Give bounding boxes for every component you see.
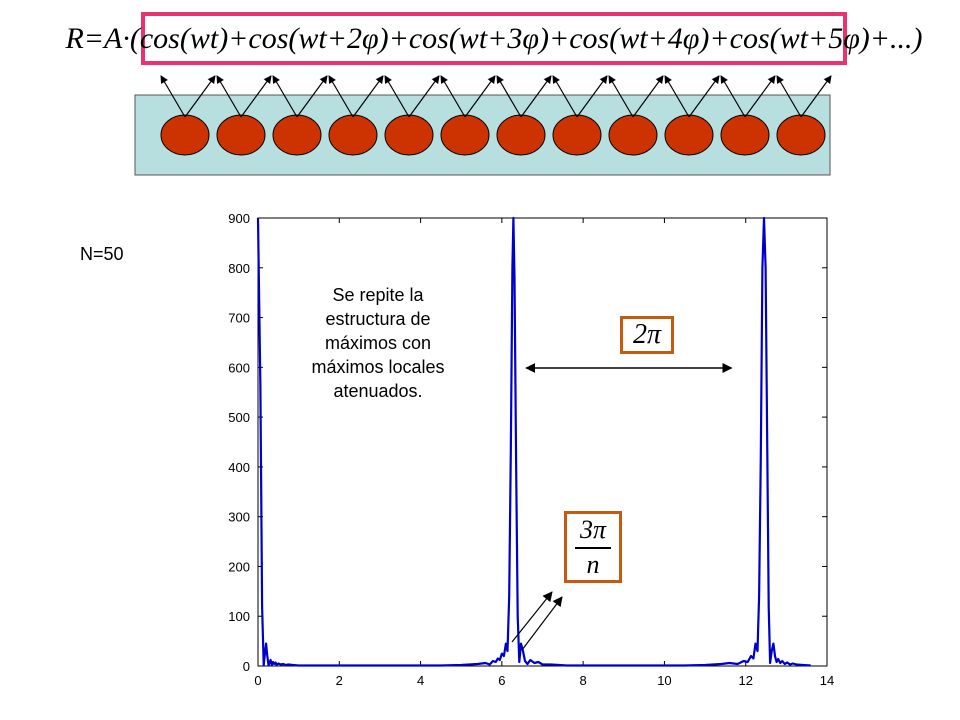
emitter-array-diagram xyxy=(134,75,832,176)
y-tick-label: 200 xyxy=(228,559,250,574)
x-tick-label: 8 xyxy=(580,673,587,688)
ray-arrow-left xyxy=(160,75,186,118)
x-tick-label: 14 xyxy=(820,673,834,688)
formula-box: R=A·(cos(wt)+cos(wt+2φ)+cos(wt+3φ)+cos(w… xyxy=(65,12,923,65)
y-tick-label: 700 xyxy=(228,311,250,326)
ray-arrow-right xyxy=(352,75,384,118)
spheres-group xyxy=(160,114,826,156)
ray-arrow-right xyxy=(408,75,440,118)
sphere xyxy=(664,114,714,156)
ray-arrow-left xyxy=(664,75,690,118)
sphere xyxy=(216,114,266,156)
y-tick-label: 900 xyxy=(228,211,250,226)
ray-arrow-left xyxy=(496,75,522,118)
y-tick-label: 300 xyxy=(228,510,250,525)
annotation-text: Se repite la estructura de máximos con m… xyxy=(311,285,445,401)
ray-arrow-right xyxy=(688,75,720,118)
x-tick-label: 12 xyxy=(738,673,752,688)
sphere xyxy=(496,114,546,156)
plot-frame xyxy=(257,217,828,667)
y-tick-label: 400 xyxy=(228,460,250,475)
ray-arrow-left xyxy=(552,75,578,118)
ray-arrow-left xyxy=(440,75,466,118)
y-tick-label: 800 xyxy=(228,261,250,276)
ray-arrow-left xyxy=(328,75,354,118)
chart-lines xyxy=(256,216,811,667)
y-tick-label: 500 xyxy=(228,410,250,425)
fraction-bar xyxy=(575,547,611,549)
formula-text: R=A·(cos(wt)+cos(wt+2φ)+cos(wt+3φ)+cos(w… xyxy=(65,21,923,55)
chart-ticks: 0 2 4 6 8 10 12 14 0 100 200 300 400 500 600 700 800 900 xyxy=(228,211,834,688)
sphere xyxy=(384,114,434,156)
ray-arrow-left xyxy=(216,75,242,118)
sphere xyxy=(776,114,826,156)
sphere xyxy=(720,114,770,156)
y-tick-label: 0 xyxy=(243,659,250,674)
chart-arrows xyxy=(511,363,733,651)
series-line xyxy=(256,216,811,667)
x-tick-label: 0 xyxy=(254,673,261,688)
ray-arrow-right xyxy=(576,75,608,118)
x-tick-label: 2 xyxy=(336,673,343,688)
ray-arrow-right xyxy=(296,75,328,118)
y-tick-label: 100 xyxy=(228,609,250,624)
period-label: 2π xyxy=(632,319,662,350)
period-label-box: 2π xyxy=(620,316,674,354)
ray-arrow-right xyxy=(744,75,776,118)
x-tick-label: 10 xyxy=(657,673,671,688)
ray-arrow-right xyxy=(464,75,496,118)
fraction-denominator: n xyxy=(586,549,600,579)
fraction-numerator: 3π xyxy=(579,515,607,545)
ray-arrow-right xyxy=(240,75,272,118)
x-tick-label: 4 xyxy=(417,673,424,688)
sphere xyxy=(272,114,322,156)
ray-arrow-right xyxy=(632,75,664,118)
rays-group xyxy=(160,75,832,118)
n-label: N=50 xyxy=(80,244,124,264)
sphere xyxy=(440,114,490,156)
sphere xyxy=(608,114,658,156)
ray-arrow-right xyxy=(800,75,832,118)
pointer-arrow xyxy=(521,596,563,651)
pointer-arrow xyxy=(511,591,553,643)
sphere xyxy=(160,114,210,156)
x-tick-label: 6 xyxy=(498,673,505,688)
sphere xyxy=(328,114,378,156)
y-tick-label: 600 xyxy=(228,360,250,375)
sphere xyxy=(552,114,602,156)
ray-arrow-left xyxy=(272,75,298,118)
ray-arrow-left xyxy=(720,75,746,118)
ray-arrow-left xyxy=(608,75,634,118)
ray-arrow-left xyxy=(384,75,410,118)
ray-arrow-left xyxy=(776,75,802,118)
chart-axes xyxy=(257,217,828,667)
ray-arrow-right xyxy=(184,75,216,118)
ray-arrow-right xyxy=(520,75,552,118)
fraction-label-box: 3π n xyxy=(564,511,622,583)
